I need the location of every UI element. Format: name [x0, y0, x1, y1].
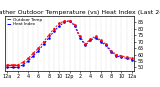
Title: Milwaukee Weather Outdoor Temperature (vs) Heat Index (Last 24 Hours): Milwaukee Weather Outdoor Temperature (v…: [0, 10, 160, 15]
Legend: Outdoor Temp, Heat Index: Outdoor Temp, Heat Index: [7, 18, 42, 26]
